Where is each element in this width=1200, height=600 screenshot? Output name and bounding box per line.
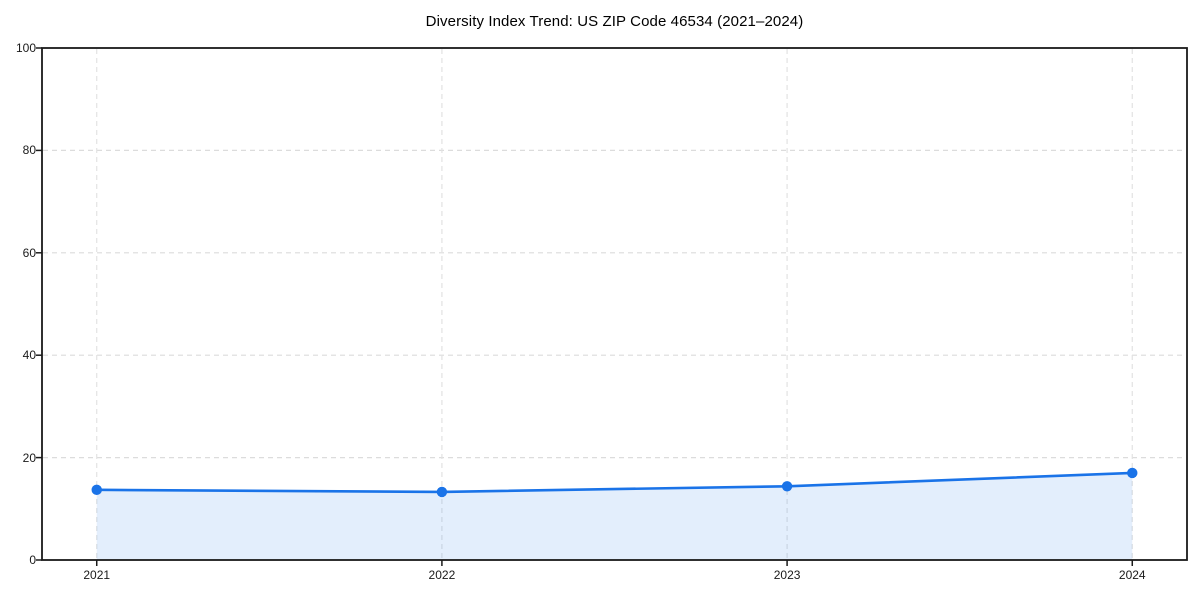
trend-line (95, 471, 1134, 494)
y-tick-label: 60 (22, 245, 36, 260)
data-point-2022 (436, 486, 448, 498)
y-tick-label: 100 (15, 41, 36, 55)
y-tick-label: 20 (22, 450, 36, 465)
y-tick-label: 40 (22, 348, 36, 363)
data-point-2024 (1127, 467, 1138, 479)
plot-frame (41, 47, 1188, 561)
y-tick-label: 80 (22, 143, 36, 158)
x-tick-label: 2022 (428, 568, 456, 582)
y-tick-label: 0 (29, 553, 36, 567)
x-tick-label: 2021 (83, 568, 111, 582)
x-tick-label: 2023 (773, 568, 801, 582)
chart-title: Diversity Index Trend: US ZIP Code 46534… (425, 13, 804, 30)
x-tick-label: 2024 (1118, 568, 1146, 582)
data-point-2021 (91, 484, 102, 496)
area-fill (96, 472, 1133, 560)
data-point-2023 (781, 481, 793, 492)
